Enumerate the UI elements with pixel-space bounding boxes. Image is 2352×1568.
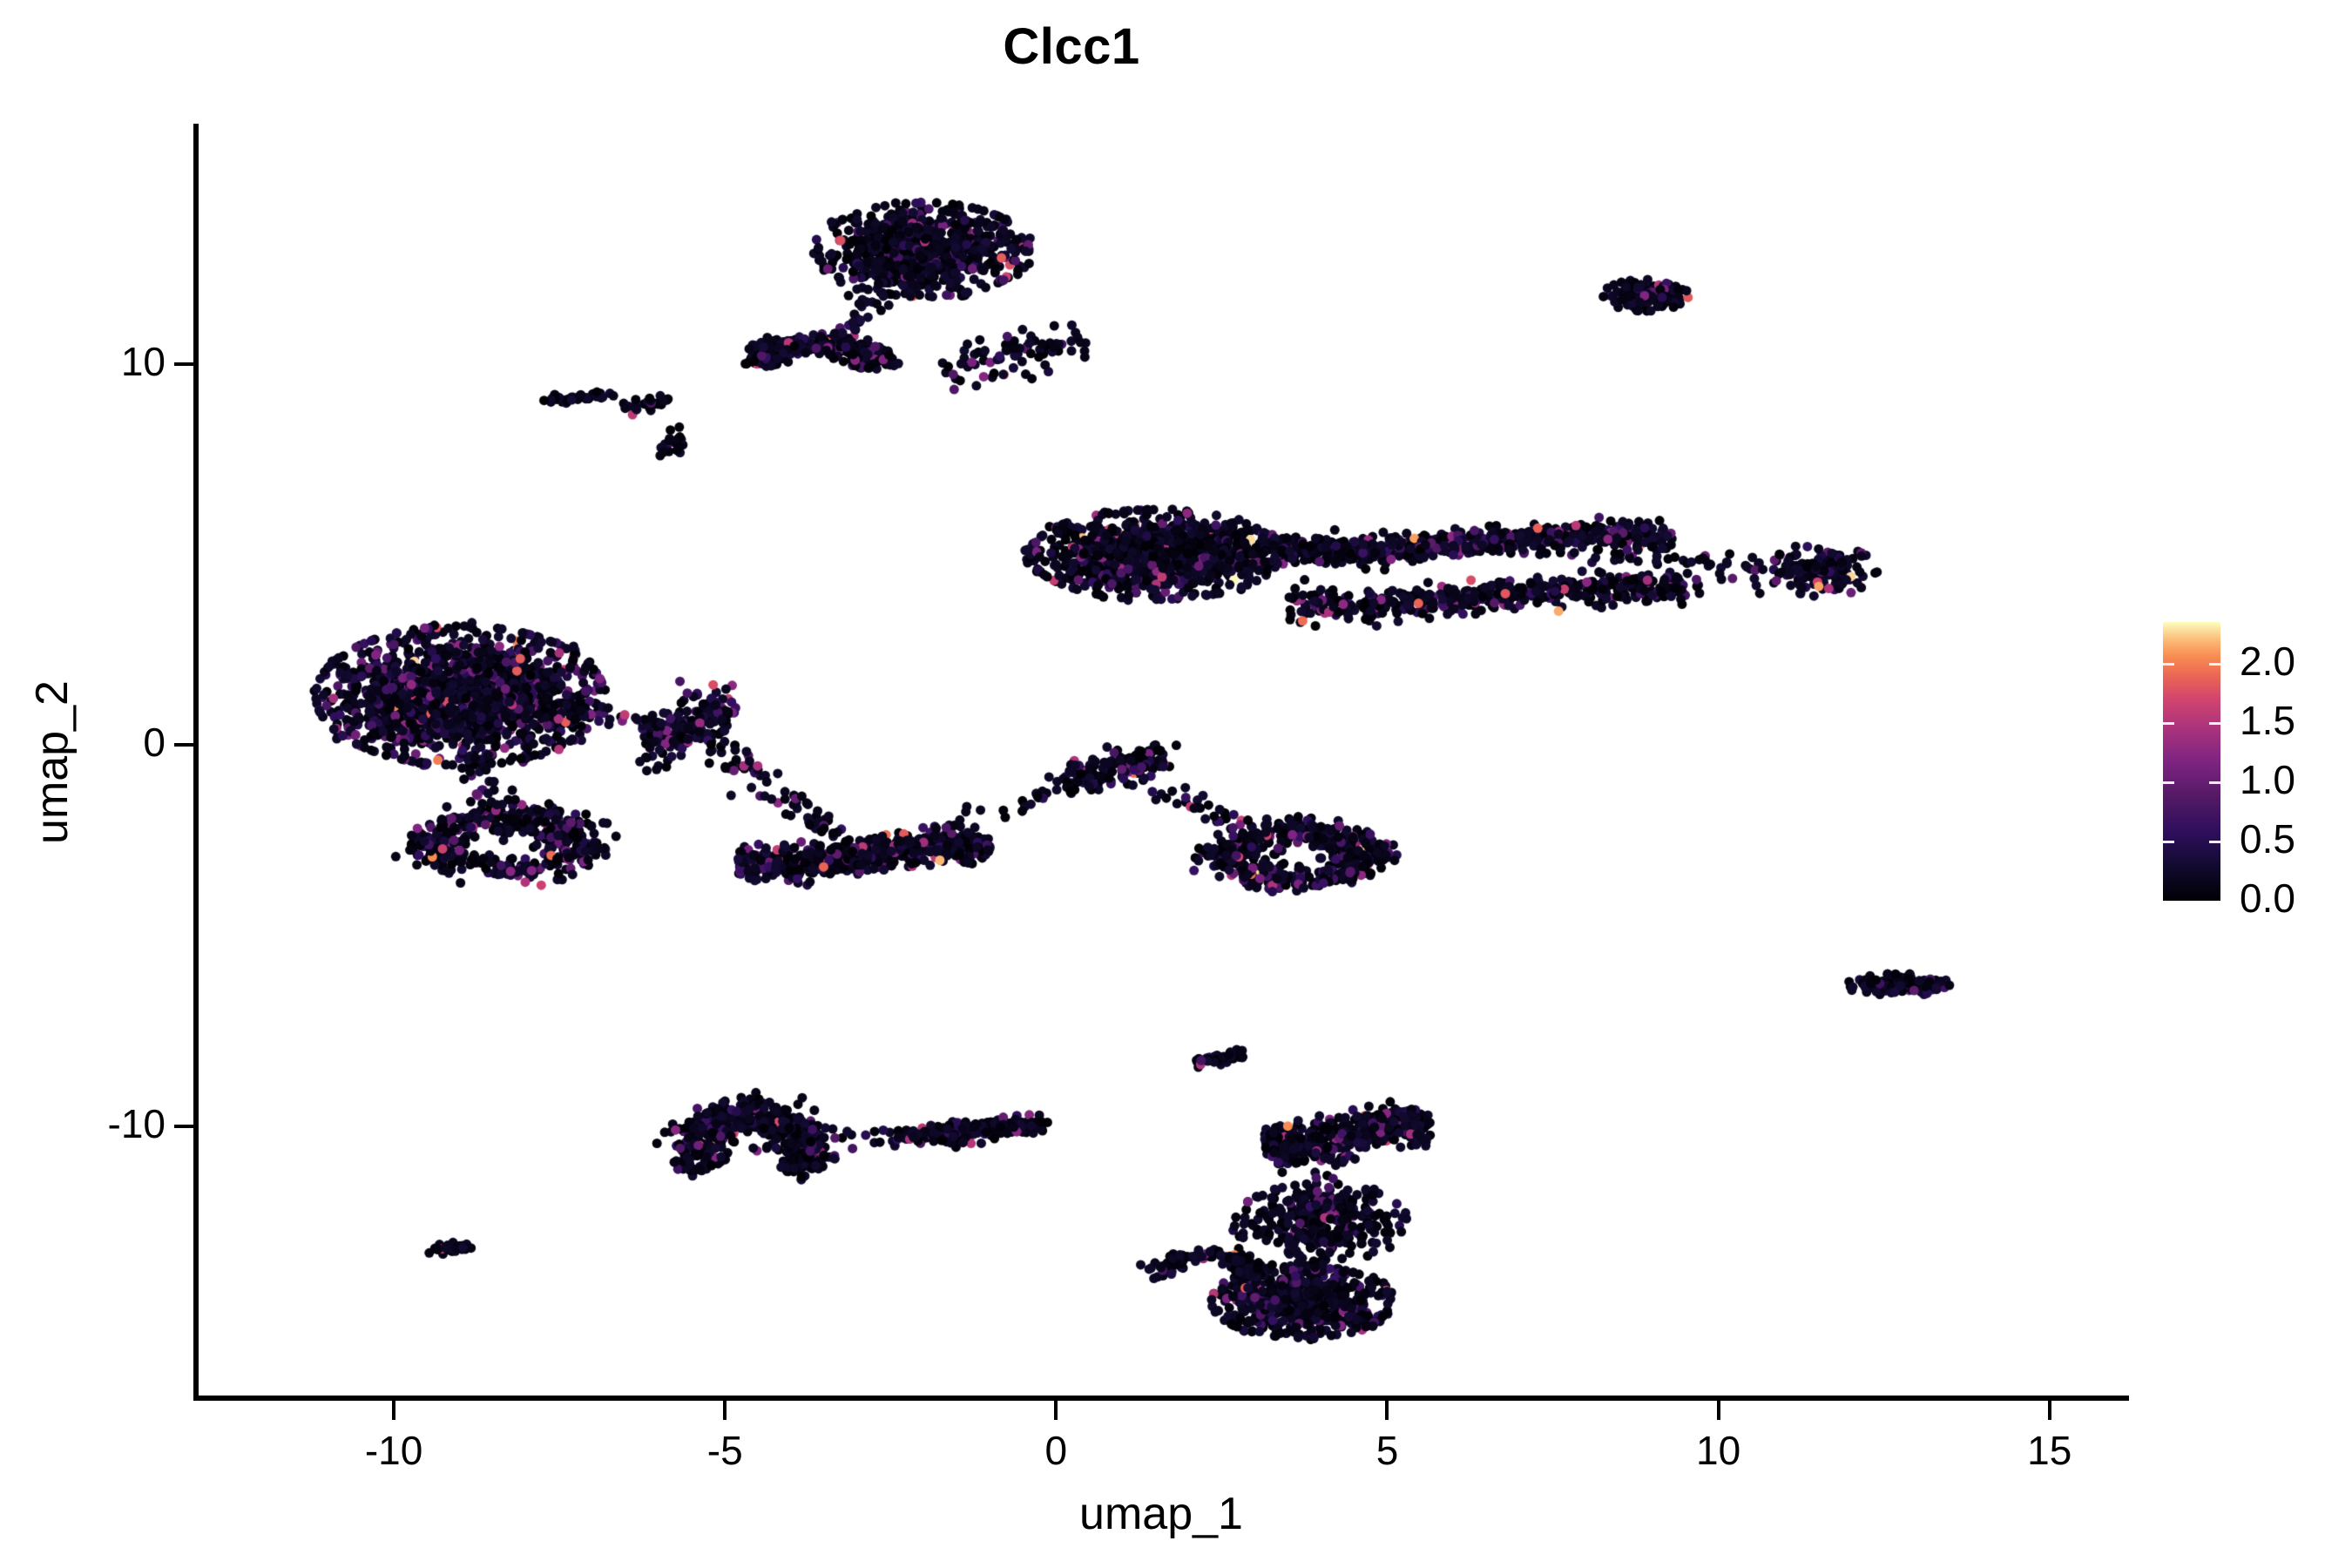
x-tick-label: 10: [1696, 1428, 1741, 1473]
colorbar-gradient: [2163, 622, 2220, 901]
x-tick-mark: [1716, 1401, 1720, 1420]
y-tick-label: 10: [120, 338, 166, 384]
colorbar-tick-mark: [2163, 662, 2174, 666]
colorbar-tick-label: 0.0: [2240, 875, 2295, 921]
colorbar-tick-label: 1.5: [2240, 697, 2295, 743]
x-tick-mark: [1054, 1401, 1058, 1420]
y-axis-line: [193, 124, 199, 1401]
x-tick-mark: [723, 1401, 727, 1420]
y-tick-label: -10: [107, 1100, 166, 1146]
x-tick-mark: [392, 1401, 396, 1420]
x-tick-mark: [2047, 1401, 2051, 1420]
colorbar-tick-mark: [2163, 840, 2174, 843]
y-tick-mark: [174, 1124, 193, 1128]
x-tick-label: 5: [1375, 1428, 1399, 1473]
colorbar-tick-label: 2.0: [2240, 638, 2295, 684]
colorbar-tick-mark: [2209, 662, 2220, 666]
x-tick-label: 15: [2027, 1428, 2072, 1473]
colorbar: [2163, 622, 2220, 901]
colorbar-tick-mark: [2209, 781, 2220, 784]
colorbar-tick-mark: [2209, 721, 2220, 725]
colorbar-tick-label: 0.5: [2240, 815, 2295, 862]
colorbar-tick-mark: [2163, 721, 2174, 725]
x-axis-line: [193, 1396, 2129, 1401]
x-axis-label: umap_1: [1079, 1489, 1243, 1539]
page-title: Clcc1: [1003, 18, 1140, 75]
x-tick-label: -10: [364, 1428, 423, 1473]
y-tick-label: 0: [143, 720, 166, 766]
y-tick-mark: [174, 743, 193, 747]
x-tick-label: -5: [706, 1428, 743, 1473]
x-tick-label: 0: [1044, 1428, 1068, 1473]
colorbar-tick-label: 1.0: [2240, 756, 2295, 802]
y-tick-mark: [174, 362, 193, 366]
colorbar-tick-mark: [2163, 781, 2174, 784]
colorbar-tick-mark: [2209, 840, 2220, 843]
y-axis-label: umap_2: [27, 680, 78, 844]
x-tick-mark: [1385, 1401, 1389, 1420]
scatter-plot-canvas: [195, 124, 2129, 1401]
